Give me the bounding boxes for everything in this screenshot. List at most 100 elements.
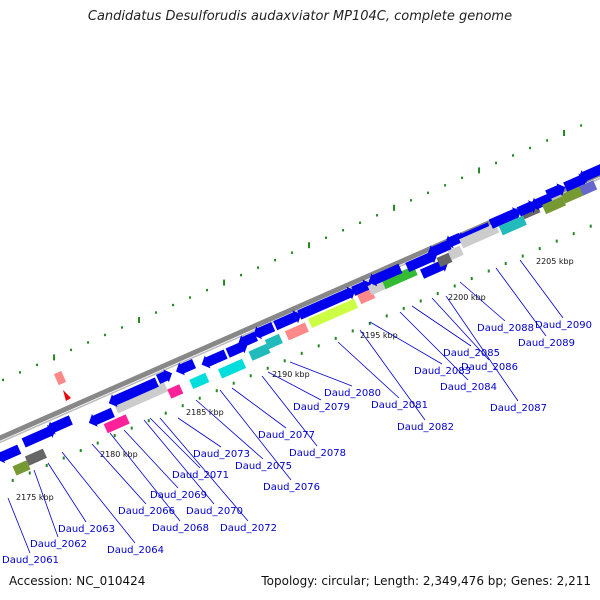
inner-tick-mark	[453, 284, 456, 288]
gene-feature-44	[579, 180, 598, 196]
outer-tick-mark	[376, 214, 379, 217]
marker-arrow	[63, 390, 71, 401]
outer-tick-mark	[257, 266, 260, 269]
gene-label-leader	[159, 417, 249, 522]
gene-label-leader	[177, 417, 222, 448]
gene-label-leader	[411, 305, 472, 347]
gene-label-leader	[47, 462, 87, 523]
outer-tick-mark	[478, 167, 481, 174]
inner-tick-mark	[351, 329, 354, 333]
outer-tick-mark	[410, 199, 413, 202]
inner-tick-mark	[198, 396, 201, 400]
inner-tick-mark	[385, 314, 388, 318]
inner-tick-mark	[147, 419, 150, 423]
outer-tick-mark	[87, 341, 90, 344]
gene-label-leader	[289, 361, 353, 387]
gene-feature-7	[167, 384, 184, 399]
gene-label: Daud_2081	[371, 400, 428, 411]
gene-label-leader	[431, 297, 490, 361]
gene-label: Daud_2080	[324, 388, 381, 399]
gene-label-leader	[219, 389, 292, 481]
outer-tick-mark	[495, 161, 498, 165]
gene-label: Daud_2068	[152, 523, 209, 534]
inner-tick-mark	[487, 269, 490, 273]
gene-label-leader	[267, 371, 322, 401]
marker-feature	[53, 370, 67, 386]
gene-label-leader	[495, 267, 547, 337]
gene-label: Daud_2077	[258, 430, 315, 441]
inner-tick-mark	[368, 321, 371, 325]
gene-feature-10	[176, 358, 197, 376]
gene-label: Daud_2062	[30, 539, 87, 550]
gene-feature-36	[498, 215, 527, 236]
inner-tick-mark	[470, 277, 473, 281]
gene-feature-9	[189, 372, 210, 390]
gene-feature-1	[21, 425, 56, 448]
outer-tick-mark	[308, 242, 311, 249]
gene-label: Daud_2066	[118, 506, 175, 517]
gene-label: Daud_2064	[107, 545, 164, 556]
outer-tick-mark	[104, 333, 107, 337]
outer-tick-mark	[393, 204, 396, 211]
inner-tick-mark	[436, 291, 439, 295]
gene-label-leader	[123, 429, 179, 489]
accession-text: Accession: NC_010424	[9, 574, 146, 588]
gene-label: Daud_2076	[263, 482, 320, 493]
gene-feature-24	[367, 279, 388, 296]
gene-feature-19	[284, 322, 309, 341]
inner-tick-mark	[232, 381, 235, 385]
kbp-mark-label: 2205 kbp	[536, 257, 574, 266]
gene-label-leader	[143, 419, 215, 505]
gene-feature-27	[405, 250, 438, 273]
outer-tick-mark	[53, 354, 56, 361]
outer-tick-mark	[580, 124, 583, 127]
outer-tick-mark	[274, 258, 277, 262]
gene-label: Daud_2085	[443, 348, 500, 359]
gene-label-leader	[369, 321, 443, 365]
gene-feature-42	[545, 183, 566, 200]
outer-tick-mark	[70, 348, 73, 352]
gene-feature-31	[447, 245, 464, 261]
outer-tick-mark	[206, 288, 209, 292]
inner-tick-mark	[266, 366, 269, 370]
outer-tick-mark	[563, 130, 566, 137]
gene-label-leader	[519, 259, 564, 319]
outer-tick-mark	[223, 279, 226, 286]
gene-label-leader	[261, 375, 318, 447]
outer-tick-mark	[172, 303, 175, 307]
gene-label: Daud_2083	[414, 366, 471, 377]
inner-tick-mark	[113, 434, 116, 438]
gene-feature-11	[201, 349, 228, 369]
gene-label-leader	[109, 432, 181, 522]
inner-tick-mark	[79, 449, 82, 453]
gene-label-leader	[399, 311, 469, 381]
kbp-mark-label: 2180 kbp	[100, 450, 138, 459]
outer-tick-mark	[529, 146, 532, 150]
kbp-mark-label: 2195 kbp	[360, 331, 398, 340]
gene-feature-29	[436, 252, 453, 268]
gene-feature-3	[88, 407, 115, 427]
inner-tick-mark	[538, 247, 541, 251]
gene-feature-20	[297, 286, 356, 320]
outer-tick-mark	[461, 176, 464, 180]
outer-tick-mark	[342, 229, 345, 232]
outer-tick-mark	[325, 236, 328, 239]
gene-feature-5	[108, 377, 159, 407]
outer-tick-mark	[36, 363, 39, 367]
gene-label: Daud_2089	[518, 338, 575, 349]
gene-label-leader	[61, 451, 136, 544]
gene-feature-13	[218, 358, 247, 379]
outer-tick-mark	[512, 154, 515, 157]
gene-feature-46	[12, 460, 31, 476]
gene-feature-39	[530, 193, 553, 211]
gene-label: Daud_2075	[235, 461, 292, 472]
inner-tick-mark	[521, 254, 524, 258]
outer-tick-mark	[427, 191, 430, 195]
gene-feature-18	[273, 310, 302, 331]
inner-tick-mark	[215, 389, 218, 393]
gene-feature-47	[24, 448, 47, 466]
gene-feature-0	[0, 444, 22, 464]
gene-feature-21	[308, 298, 359, 329]
kbp-mark-label: 2200 kbp	[448, 293, 486, 302]
